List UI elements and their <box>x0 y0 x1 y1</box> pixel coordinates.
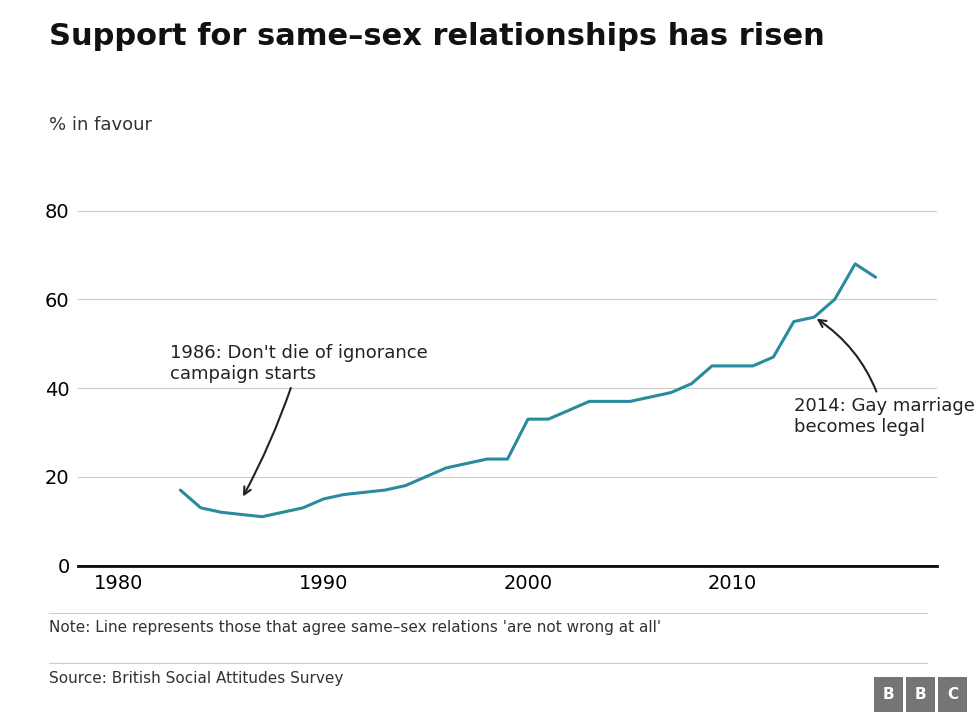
Text: % in favour: % in favour <box>49 116 152 134</box>
Text: Support for same–sex relationships has risen: Support for same–sex relationships has r… <box>49 22 825 51</box>
Text: Source: British Social Attitudes Survey: Source: British Social Attitudes Survey <box>49 671 344 686</box>
Text: C: C <box>947 687 958 702</box>
Text: 1986: Don't die of ignorance
campaign starts: 1986: Don't die of ignorance campaign st… <box>170 344 427 494</box>
Text: 2014: Gay marriage
becomes legal: 2014: Gay marriage becomes legal <box>793 320 975 436</box>
Text: B: B <box>882 687 894 702</box>
Text: B: B <box>915 687 926 702</box>
Text: Note: Line represents those that agree same–sex relations 'are not wrong at all': Note: Line represents those that agree s… <box>49 620 661 635</box>
